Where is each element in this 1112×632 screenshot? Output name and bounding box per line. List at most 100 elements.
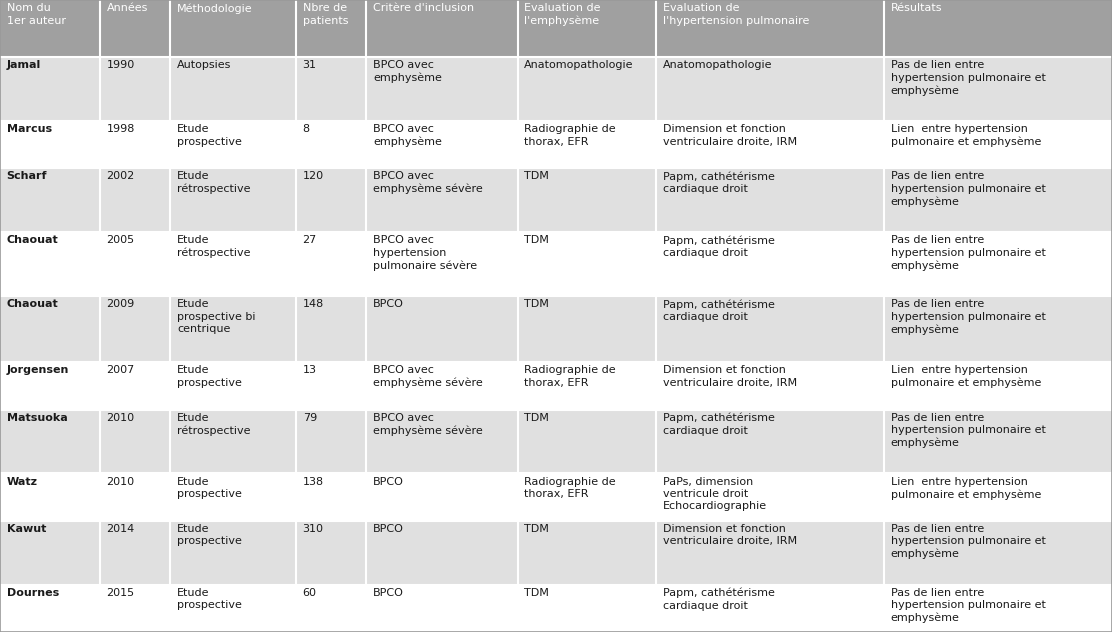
Bar (0, 121, 100, 168)
Bar (366, 362, 517, 410)
Bar (884, 362, 1112, 410)
Text: TDM: TDM (524, 235, 549, 245)
Bar (517, 362, 656, 410)
Bar (296, 585, 366, 632)
Bar (366, 57, 517, 121)
Text: Watz: Watz (7, 477, 38, 487)
Text: 1998: 1998 (107, 124, 135, 134)
Text: TDM: TDM (524, 524, 549, 534)
Text: Pas de lien entre
hypertension pulmonaire et
emphysème: Pas de lien entre hypertension pulmonair… (891, 588, 1045, 623)
Bar (517, 168, 656, 232)
Text: Méthodologie: Méthodologie (177, 3, 252, 14)
Text: Kawut: Kawut (7, 524, 46, 534)
Text: Pas de lien entre
hypertension pulmonaire et
emphysème: Pas de lien entre hypertension pulmonair… (891, 413, 1045, 448)
Text: Papm, cathétérisme
cardiaque droit: Papm, cathétérisme cardiaque droit (663, 588, 774, 611)
Bar (517, 232, 656, 296)
Bar (517, 57, 656, 121)
Text: Critère d'inclusion: Critère d'inclusion (373, 3, 474, 13)
Bar (656, 57, 884, 121)
Bar (0, 473, 100, 521)
Bar (366, 473, 517, 521)
Bar (884, 232, 1112, 296)
Text: 2002: 2002 (107, 171, 135, 181)
Text: Etude
rétrospective: Etude rétrospective (177, 171, 250, 195)
Bar (656, 473, 884, 521)
Bar (0, 57, 100, 121)
Text: BPCO: BPCO (373, 477, 404, 487)
Bar (366, 121, 517, 168)
Bar (517, 121, 656, 168)
Bar (884, 121, 1112, 168)
Bar (0, 410, 100, 473)
Bar (366, 168, 517, 232)
Text: Radiographie de
thorax, EFR: Radiographie de thorax, EFR (524, 365, 616, 388)
Text: Radiographie de
thorax, EFR: Radiographie de thorax, EFR (524, 477, 616, 499)
Text: Radiographie de
thorax, EFR: Radiographie de thorax, EFR (524, 124, 616, 147)
Text: TDM: TDM (524, 300, 549, 309)
Text: Résultats: Résultats (891, 3, 942, 13)
Text: 8: 8 (302, 124, 310, 134)
Text: Anatomopathologie: Anatomopathologie (663, 60, 772, 70)
Text: Etude
prospective: Etude prospective (177, 588, 242, 611)
Bar (100, 473, 170, 521)
Bar (100, 296, 170, 362)
Bar (0, 0, 100, 57)
Text: Dimension et fonction
ventriculaire droite, IRM: Dimension et fonction ventriculaire droi… (663, 524, 796, 546)
Text: 2015: 2015 (107, 588, 135, 598)
Bar (170, 232, 296, 296)
Text: BPCO: BPCO (373, 588, 404, 598)
Text: 2007: 2007 (107, 365, 135, 375)
Text: Pas de lien entre
hypertension pulmonaire et
emphysème: Pas de lien entre hypertension pulmonair… (891, 300, 1045, 335)
Bar (656, 410, 884, 473)
Bar (366, 585, 517, 632)
Bar (170, 585, 296, 632)
Bar (884, 410, 1112, 473)
Bar (656, 0, 884, 57)
Text: TDM: TDM (524, 413, 549, 423)
Bar (517, 296, 656, 362)
Text: Lien  entre hypertension
pulmonaire et emphysème: Lien entre hypertension pulmonaire et em… (891, 124, 1041, 147)
Bar (656, 362, 884, 410)
Text: BPCO avec
emphysème: BPCO avec emphysème (373, 124, 441, 147)
Bar (0, 521, 100, 585)
Text: 2014: 2014 (107, 524, 135, 534)
Text: Etude
rétrospective: Etude rétrospective (177, 413, 250, 435)
Text: Etude
prospective: Etude prospective (177, 365, 242, 388)
Bar (517, 410, 656, 473)
Text: BPCO avec
emphysème sévère: BPCO avec emphysème sévère (373, 171, 483, 195)
Bar (517, 585, 656, 632)
Text: BPCO avec
emphysème sévère: BPCO avec emphysème sévère (373, 365, 483, 389)
Bar (656, 121, 884, 168)
Text: 148: 148 (302, 300, 324, 309)
Text: Nbre de
patients: Nbre de patients (302, 3, 348, 25)
Bar (170, 168, 296, 232)
Bar (100, 585, 170, 632)
Bar (0, 296, 100, 362)
Bar (517, 521, 656, 585)
Text: 310: 310 (302, 524, 324, 534)
Text: Evaluation de
l'hypertension pulmonaire: Evaluation de l'hypertension pulmonaire (663, 3, 808, 25)
Text: 120: 120 (302, 171, 324, 181)
Text: Lien  entre hypertension
pulmonaire et emphysème: Lien entre hypertension pulmonaire et em… (891, 477, 1041, 500)
Text: 2009: 2009 (107, 300, 135, 309)
Bar (296, 121, 366, 168)
Text: 2010: 2010 (107, 413, 135, 423)
Bar (366, 521, 517, 585)
Bar (884, 57, 1112, 121)
Text: 60: 60 (302, 588, 317, 598)
Text: Pas de lien entre
hypertension pulmonaire et
emphysème: Pas de lien entre hypertension pulmonair… (891, 524, 1045, 559)
Text: 31: 31 (302, 60, 317, 70)
Text: Lien  entre hypertension
pulmonaire et emphysème: Lien entre hypertension pulmonaire et em… (891, 365, 1041, 389)
Bar (100, 521, 170, 585)
Text: Papm, cathétérisme
cardiaque droit: Papm, cathétérisme cardiaque droit (663, 413, 774, 435)
Text: Dimension et fonction
ventriculaire droite, IRM: Dimension et fonction ventriculaire droi… (663, 365, 796, 388)
Text: Chaouat: Chaouat (7, 235, 59, 245)
Bar (170, 410, 296, 473)
Bar (0, 168, 100, 232)
Text: Etude
prospective bi
centrique: Etude prospective bi centrique (177, 300, 256, 334)
Text: Papm, cathétérisme
cardiaque droit: Papm, cathétérisme cardiaque droit (663, 235, 774, 258)
Bar (170, 521, 296, 585)
Text: Matsuoka: Matsuoka (7, 413, 68, 423)
Bar (296, 296, 366, 362)
Text: Chaouat: Chaouat (7, 300, 59, 309)
